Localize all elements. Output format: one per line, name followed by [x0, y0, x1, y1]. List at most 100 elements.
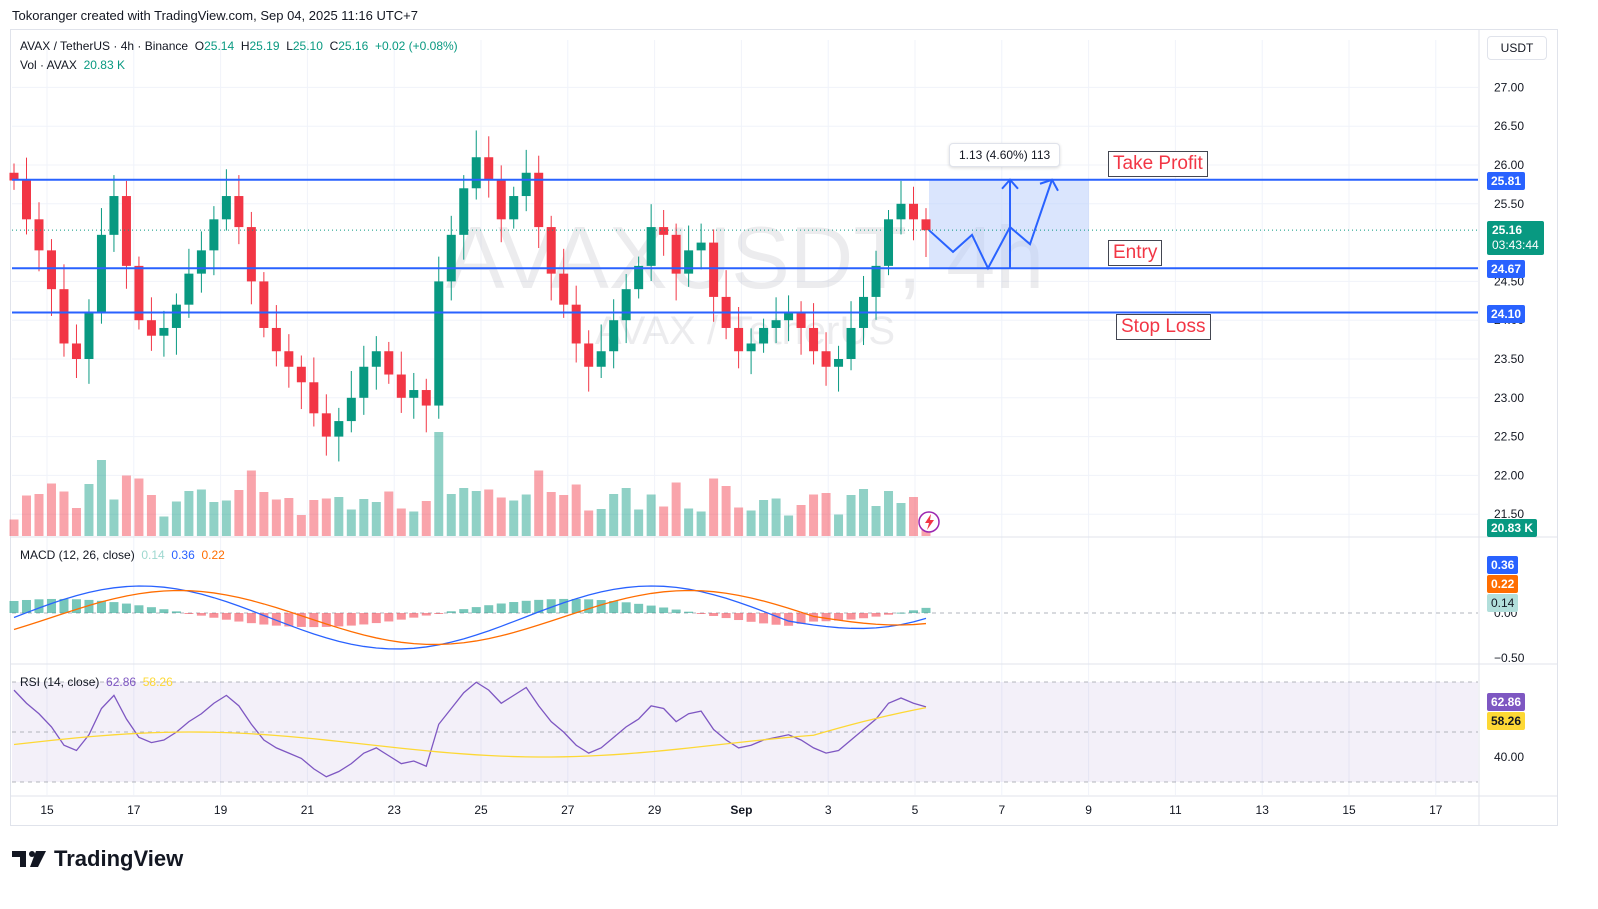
- candle-body: [309, 382, 319, 414]
- rsi-pane: 40.00: [12, 681, 1524, 783]
- macd-signal-line: [13, 589, 927, 646]
- macd-hist-bar: [571, 598, 581, 613]
- candle-body: [71, 343, 81, 359]
- candle-body: [796, 312, 806, 328]
- macd-hist-bar: [559, 598, 569, 613]
- volume-bar: [734, 507, 744, 536]
- macd-hist-bar: [859, 613, 869, 619]
- candle-body: [334, 421, 344, 437]
- time-tick: 3: [825, 803, 832, 817]
- volume-bar: [809, 494, 819, 536]
- macd-hist-bar: [584, 599, 594, 613]
- macd-hist-bar: [634, 603, 644, 613]
- candle-body: [246, 227, 256, 282]
- candle-body: [46, 250, 56, 290]
- grid: [10, 30, 1558, 826]
- currency-button[interactable]: USDT: [1487, 36, 1547, 60]
- candle-body: [371, 351, 381, 367]
- volume-legend: Vol · AVAX 20.83 K: [20, 58, 125, 72]
- macd-hist-bar: [434, 613, 444, 614]
- volume-bar: [246, 470, 256, 536]
- candle-body: [484, 157, 494, 181]
- candle-body: [871, 265, 881, 297]
- volume-bar: [234, 490, 244, 536]
- macd-hist-bar: [271, 613, 281, 626]
- candle-body: [596, 351, 606, 367]
- volume-bar: [134, 478, 144, 536]
- chart-frame: [10, 29, 1558, 826]
- macd-hist-bar: [509, 602, 519, 613]
- macd-hist-bar: [734, 613, 744, 621]
- candle-body: [809, 327, 819, 352]
- time-tick: 19: [214, 803, 228, 817]
- macd-title: MACD (12, 26, close): [20, 548, 135, 562]
- macd-hist-badge: 0.14: [1487, 594, 1519, 612]
- macd-hist-bar: [196, 613, 206, 616]
- volume-bar: [121, 475, 131, 536]
- rsi-value: 62.86: [106, 675, 137, 689]
- candle-body: [509, 196, 519, 220]
- volume-bar: [484, 489, 494, 536]
- change-value: +0.02 (+0.08%): [374, 39, 458, 53]
- rsi-ma-badge: 58.26: [1487, 712, 1526, 730]
- volume-bar: [471, 491, 481, 536]
- candle-body: [521, 172, 531, 197]
- macd-hist-bar: [534, 599, 544, 613]
- macd-hist-bar: [159, 609, 169, 613]
- macd-hist-bar: [371, 613, 381, 624]
- symbol-label: AVAX / TetherUS · 4h · Binance: [20, 39, 189, 53]
- candle-body: [784, 312, 794, 321]
- volume-bar: [59, 491, 69, 536]
- candle-body: [671, 234, 681, 274]
- macd-line: [13, 585, 927, 650]
- candle-body: [84, 312, 94, 359]
- macd-hist-value: 0.14: [141, 548, 165, 562]
- macd-hist-bar: [284, 613, 294, 627]
- candle-body: [846, 327, 856, 359]
- macd-hist-bar: [296, 613, 306, 627]
- entry-label[interactable]: Entry: [1108, 240, 1163, 266]
- macd-hist-bar: [671, 609, 681, 613]
- volume-bar: [84, 484, 94, 536]
- volume-bar: [184, 491, 194, 536]
- candle-body: [921, 219, 931, 231]
- volume-bar: [834, 514, 844, 536]
- macd-hist-bar: [809, 613, 819, 622]
- macd-hist-bar: [684, 611, 694, 613]
- volume-bar: [359, 499, 369, 536]
- volume-bar: [584, 510, 594, 536]
- time-tick: 27: [561, 803, 575, 817]
- volume-bar: [21, 495, 31, 536]
- volume-bar: [459, 488, 469, 536]
- macd-hist-bar: [9, 600, 19, 613]
- candle-body: [634, 265, 644, 290]
- lightning-alert-icon[interactable]: [918, 511, 940, 533]
- candle-body: [234, 196, 244, 228]
- volume-bar: [171, 501, 181, 536]
- volume-bar: [409, 511, 419, 536]
- price-axis[interactable]: 27.0026.5026.0025.5024.5024.0023.5023.00…: [1494, 80, 1524, 521]
- volume-bar: [221, 500, 231, 536]
- macd-hist-bar: [321, 613, 331, 627]
- macd-hist-bar: [421, 613, 431, 616]
- macd-hist-bar: [34, 599, 44, 613]
- horizontal-levels[interactable]: [12, 178, 1478, 314]
- tradingview-logo[interactable]: TradingView: [12, 846, 183, 872]
- macd-hist-bar: [696, 613, 706, 614]
- price-tick: 23.00: [1494, 391, 1524, 405]
- volume-bar: [721, 486, 731, 536]
- take-profit-label[interactable]: Take Profit: [1108, 151, 1208, 177]
- volume-bar: [371, 502, 381, 536]
- stop-loss-label[interactable]: Stop Loss: [1116, 314, 1211, 340]
- rsi-title: RSI (14, close): [20, 675, 100, 689]
- volume-badge: 20.83 K: [1487, 519, 1538, 537]
- high-value: 25.19: [249, 39, 280, 53]
- last-price-badge: 25.16 03:43:44: [1487, 221, 1544, 255]
- macd-signal-badge: 0.22: [1487, 575, 1519, 593]
- volume-bar: [596, 509, 606, 536]
- candle-body: [546, 227, 556, 274]
- macd-hist-bar: [896, 612, 906, 614]
- volume-label: Vol · AVAX: [20, 58, 77, 72]
- time-axis[interactable]: 15 17 19 21 23 25 27 29 Sep 3 5 7 9 11 13 15 17: [40, 803, 1442, 817]
